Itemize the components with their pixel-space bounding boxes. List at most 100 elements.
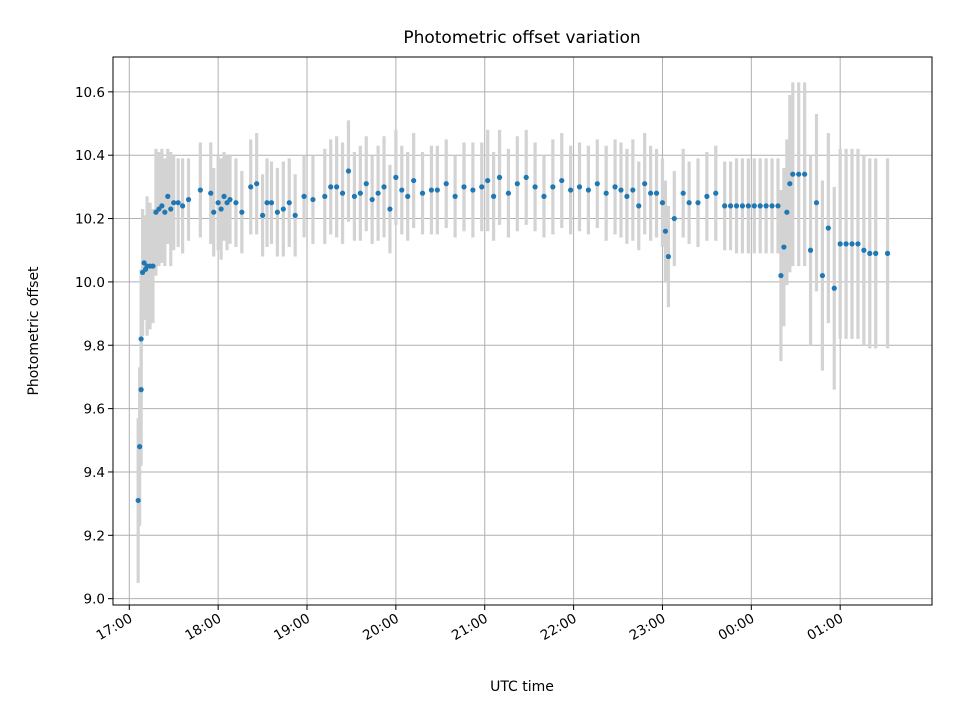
data-point xyxy=(419,190,426,196)
data-point xyxy=(461,184,467,190)
data-point xyxy=(268,200,275,206)
data-point xyxy=(727,203,734,209)
data-point xyxy=(211,209,217,215)
data-point xyxy=(322,193,328,199)
data-point xyxy=(884,250,891,256)
y-tick-label: 9.4 xyxy=(84,465,105,481)
data-point xyxy=(345,168,352,174)
y-tick-label: 10.2 xyxy=(75,212,105,228)
data-point xyxy=(310,196,316,203)
data-point xyxy=(790,171,796,177)
data-point xyxy=(757,203,763,209)
plot-frame xyxy=(112,56,933,606)
data-point xyxy=(264,200,270,206)
data-point xyxy=(491,193,497,199)
data-point xyxy=(227,196,233,203)
y-axis-label: Photometric offset xyxy=(26,266,42,396)
data-point xyxy=(428,187,435,193)
y-tick-label: 10.0 xyxy=(75,275,105,291)
data-point xyxy=(351,193,358,199)
data-point xyxy=(659,200,666,206)
data-point xyxy=(301,193,307,199)
grid-lines xyxy=(113,57,932,605)
data-point xyxy=(399,187,405,193)
data-point xyxy=(363,181,369,187)
data-point xyxy=(751,203,757,209)
data-point xyxy=(233,200,239,206)
y-tick-label: 10.6 xyxy=(75,85,105,101)
data-point xyxy=(796,171,802,177)
data-point xyxy=(259,212,266,218)
y-tick-label: 10.4 xyxy=(75,148,105,164)
y-tick-label: 9.2 xyxy=(84,528,105,544)
data-point xyxy=(292,212,298,218)
x-tick-label: 19:00 xyxy=(271,611,313,644)
data-point xyxy=(411,177,417,184)
data-point xyxy=(686,200,692,206)
data-point xyxy=(165,193,171,199)
data-point xyxy=(381,184,387,190)
data-point xyxy=(248,184,254,190)
data-point xyxy=(849,241,855,247)
data-point xyxy=(855,241,861,247)
chart-title: Photometric offset variation xyxy=(403,28,640,48)
x-tick-label: 21:00 xyxy=(449,611,491,644)
data-point xyxy=(339,190,346,196)
data-point xyxy=(541,193,547,199)
data-point xyxy=(648,190,654,196)
data-point xyxy=(532,184,538,190)
data-point xyxy=(197,187,203,193)
data-point xyxy=(215,200,221,206)
data-point xyxy=(819,272,826,279)
data-point xyxy=(739,203,746,209)
data-point xyxy=(873,250,879,256)
data-point xyxy=(185,196,192,203)
data-point xyxy=(568,187,574,193)
data-point xyxy=(137,444,143,450)
data-point xyxy=(171,200,177,206)
x-tick-label: 01:00 xyxy=(804,611,846,644)
data-point xyxy=(745,203,751,209)
data-point xyxy=(576,184,583,190)
data-point xyxy=(274,209,280,215)
data-point xyxy=(630,187,636,193)
data-point xyxy=(713,190,719,196)
data-point xyxy=(784,209,790,215)
data-point xyxy=(150,263,156,269)
x-tick-label: 00:00 xyxy=(716,611,758,644)
data-point xyxy=(162,209,168,215)
y-tick-label: 9.8 xyxy=(84,338,105,354)
data-point xyxy=(523,174,529,180)
data-point xyxy=(665,253,671,260)
data-point xyxy=(671,215,677,222)
data-point xyxy=(769,203,775,209)
error-bars xyxy=(136,82,890,583)
x-axis-ticks: 17:00 18:00 19:00 20:00 21:00 22:00 23:00 00:00… xyxy=(94,605,846,644)
data-point xyxy=(479,184,485,190)
data-point xyxy=(603,190,609,196)
data-point xyxy=(612,184,618,190)
data-point xyxy=(357,190,363,196)
data-point xyxy=(280,206,286,212)
data-point xyxy=(443,181,449,187)
data-point xyxy=(807,247,814,253)
x-tick-label: 22:00 xyxy=(538,611,580,644)
data-point xyxy=(787,181,793,187)
data-point xyxy=(514,181,520,187)
data-point xyxy=(636,203,642,209)
data-point xyxy=(550,184,556,190)
data-point xyxy=(559,177,565,184)
data-point xyxy=(485,177,491,184)
data-point xyxy=(618,187,624,193)
data-point xyxy=(328,184,334,190)
data-point xyxy=(369,196,375,203)
data-point xyxy=(334,184,340,190)
data-point xyxy=(837,241,843,247)
x-axis-label: UTC time xyxy=(490,679,554,695)
data-point xyxy=(138,336,144,342)
data-point xyxy=(775,203,781,209)
data-point xyxy=(662,228,669,234)
data-point xyxy=(763,203,769,209)
data-point xyxy=(642,181,648,187)
data-point xyxy=(722,203,728,209)
